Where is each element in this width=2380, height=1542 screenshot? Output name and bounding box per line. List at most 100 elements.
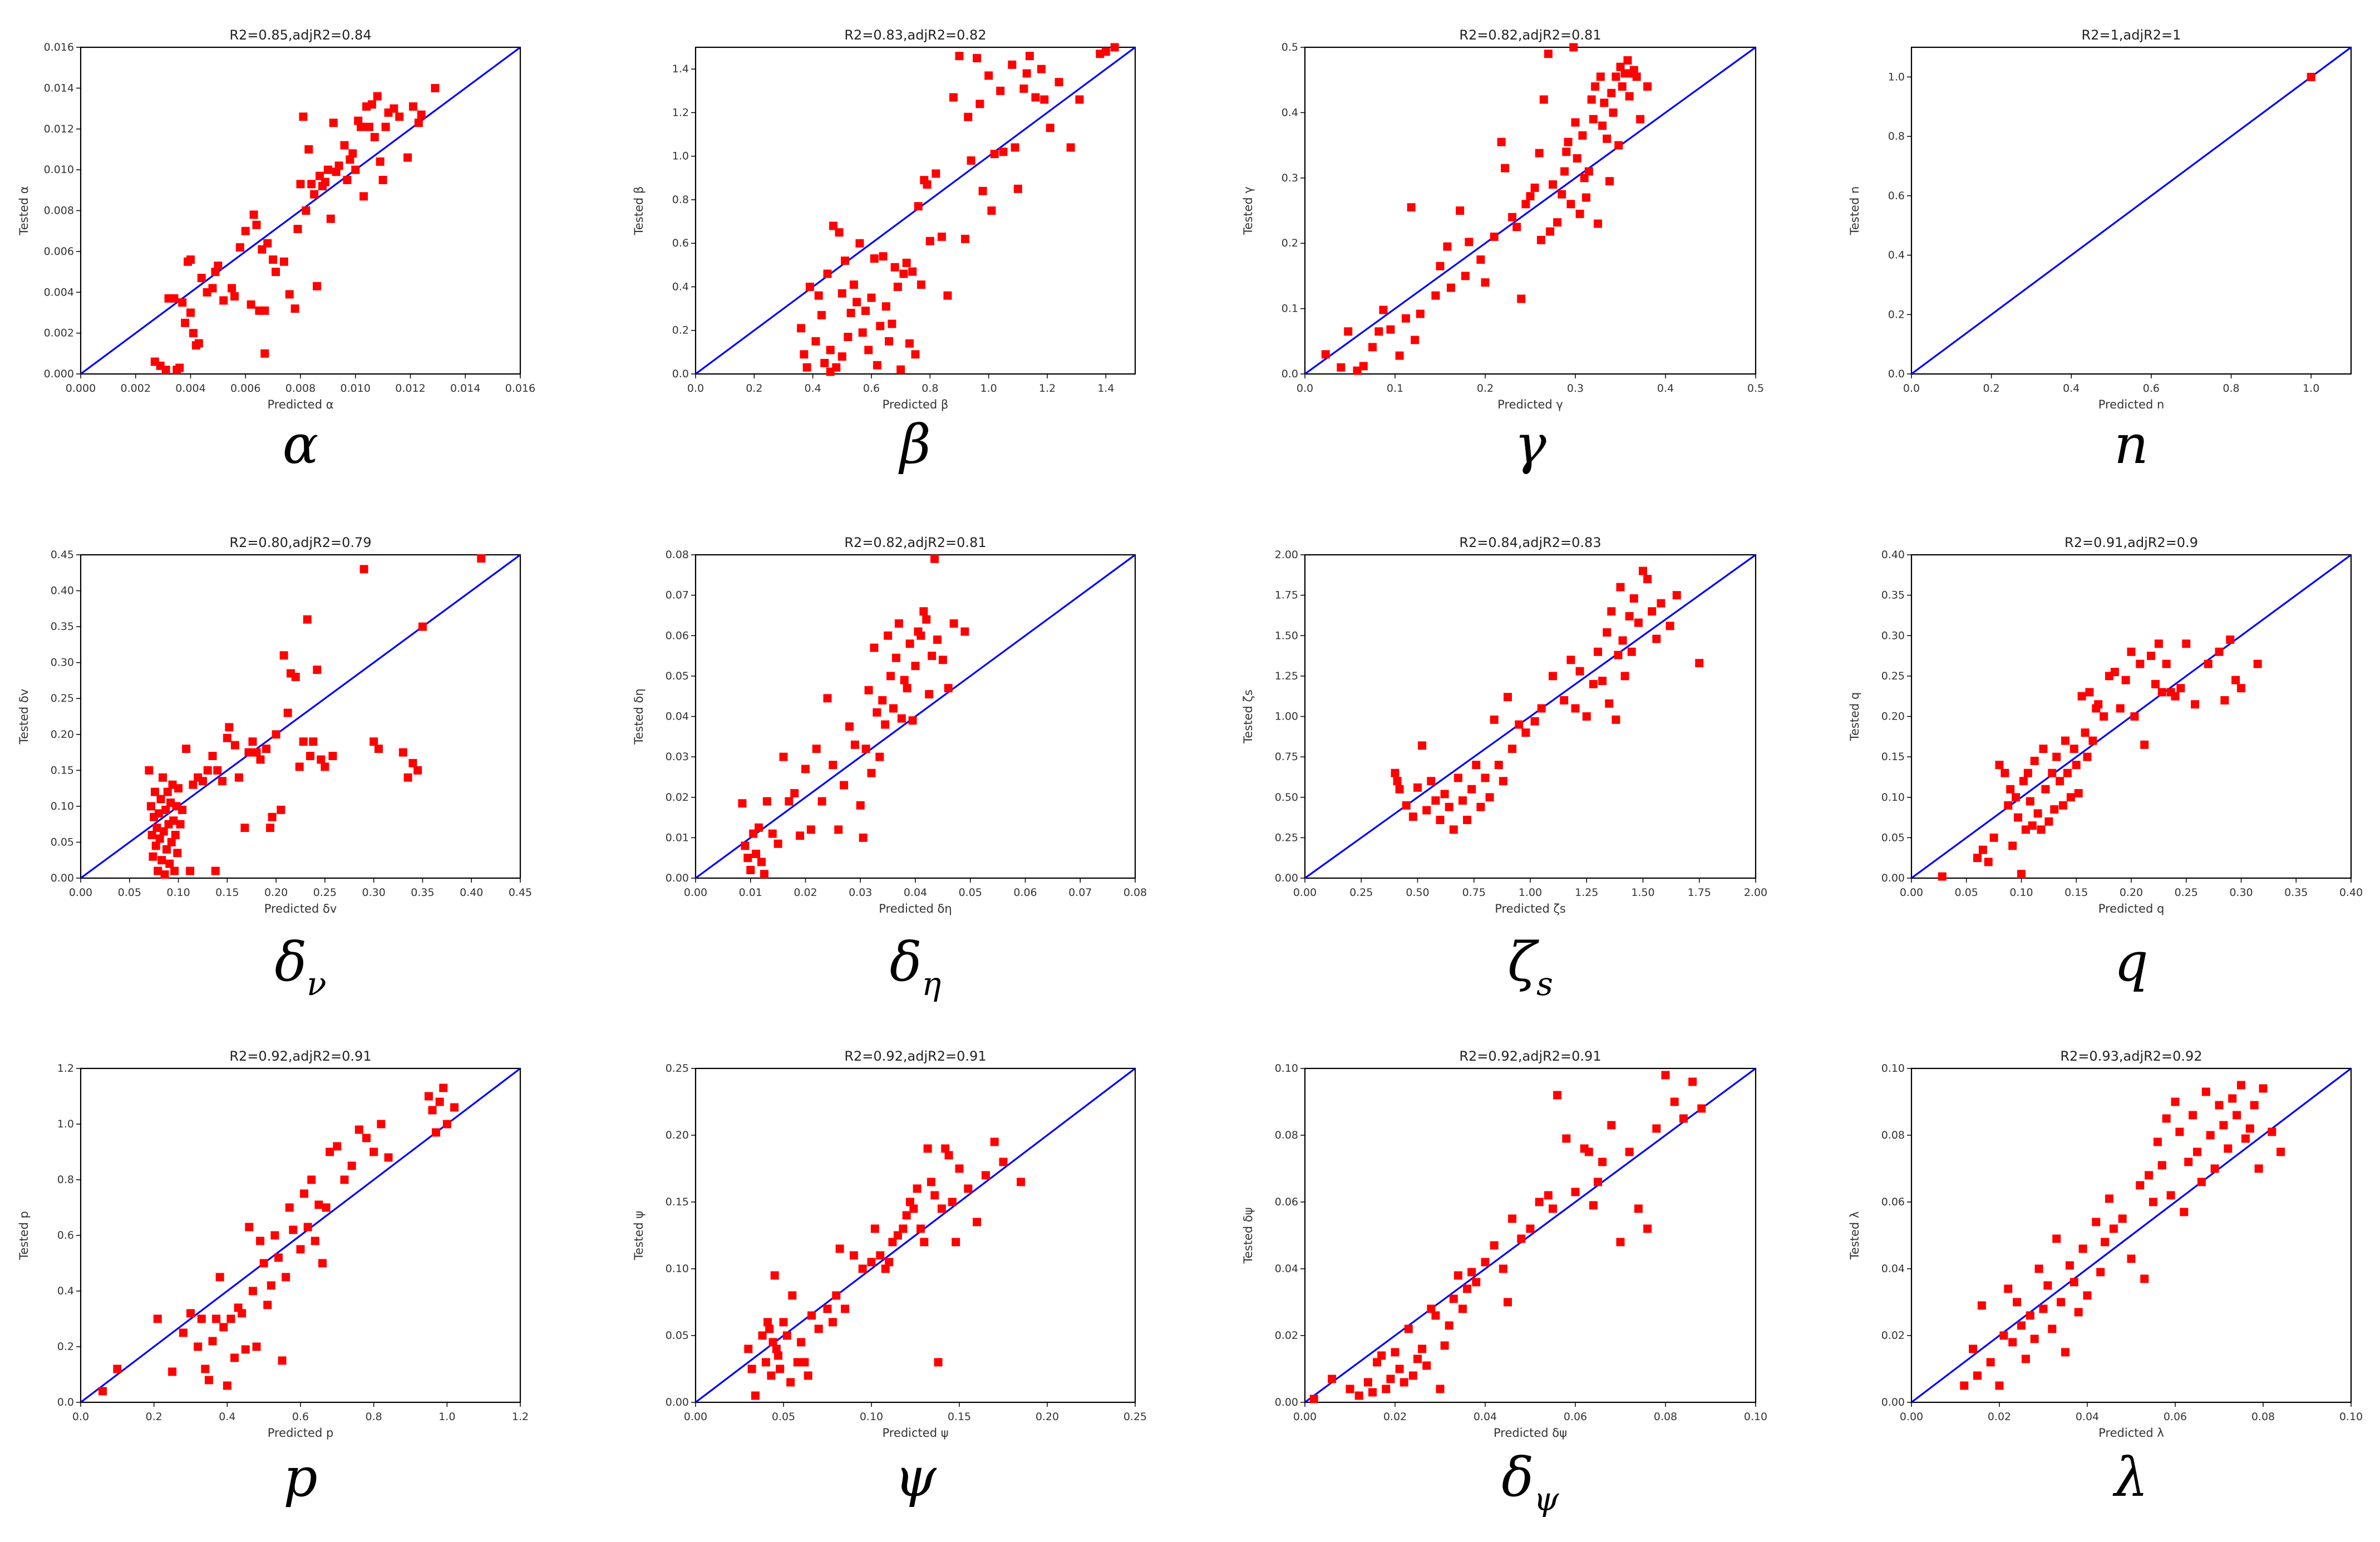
data-point bbox=[351, 165, 360, 174]
data-point bbox=[2136, 1181, 2145, 1190]
data-point bbox=[2037, 825, 2046, 834]
data-point bbox=[197, 274, 206, 283]
data-point bbox=[881, 720, 890, 729]
data-point bbox=[850, 740, 859, 749]
data-point bbox=[2182, 639, 2191, 648]
x-tick-label: 1.50 bbox=[1631, 886, 1654, 899]
y-tick-label: 0.6 bbox=[1888, 190, 1905, 202]
x-tick-label: 0.01 bbox=[739, 886, 762, 899]
chart-title: R2=0.82,adjR2=0.81 bbox=[1459, 27, 1601, 43]
data-point bbox=[175, 363, 184, 372]
data-point bbox=[450, 1103, 459, 1112]
data-point bbox=[376, 157, 385, 166]
data-point bbox=[194, 339, 203, 348]
x-tick-label: 0.02 bbox=[1988, 1411, 2011, 1423]
x-tick-label: 0.2 bbox=[146, 1411, 162, 1423]
data-point bbox=[2004, 801, 2013, 810]
data-point bbox=[1553, 218, 1562, 227]
x-tick-label: 0.04 bbox=[904, 886, 927, 899]
data-point bbox=[1408, 1371, 1417, 1380]
data-point bbox=[786, 1378, 795, 1387]
y-tick-label: 0.04 bbox=[666, 711, 689, 723]
data-point bbox=[973, 54, 982, 63]
data-point bbox=[2140, 1274, 2149, 1283]
data-point bbox=[359, 192, 368, 201]
data-point bbox=[1472, 1278, 1481, 1287]
data-point bbox=[987, 206, 996, 215]
data-point bbox=[879, 252, 888, 261]
data-point bbox=[2021, 1354, 2030, 1363]
data-point bbox=[2228, 1094, 2237, 1103]
data-point bbox=[2013, 1298, 2022, 1307]
data-point bbox=[152, 824, 161, 832]
data-point bbox=[1481, 278, 1490, 287]
x-tick-label: 1.2 bbox=[512, 1411, 529, 1423]
data-point bbox=[856, 801, 865, 810]
data-point bbox=[203, 766, 212, 775]
data-point bbox=[2215, 1101, 2224, 1110]
data-point bbox=[881, 302, 890, 311]
chart-title: R2=1,adjR2=1 bbox=[2082, 27, 2181, 43]
data-point bbox=[2039, 1304, 2048, 1313]
data-point bbox=[1359, 362, 1368, 371]
data-point bbox=[189, 329, 198, 338]
data-point bbox=[413, 766, 422, 775]
y-tick-label: 0.00 bbox=[666, 872, 689, 884]
data-point bbox=[999, 1157, 1008, 1166]
chart-title: R2=0.92,adjR2=0.91 bbox=[229, 1048, 371, 1064]
data-point bbox=[249, 210, 258, 219]
data-point bbox=[1022, 69, 1031, 78]
data-point bbox=[1558, 190, 1566, 199]
data-point bbox=[1445, 802, 1453, 811]
y-tick-label: 0.45 bbox=[51, 549, 74, 561]
y-tick-label: 0.4 bbox=[1888, 249, 1905, 262]
data-point bbox=[2077, 692, 2086, 701]
data-point bbox=[1508, 745, 1517, 753]
data-point bbox=[864, 346, 873, 354]
data-point bbox=[417, 110, 426, 119]
data-point bbox=[2092, 1218, 2101, 1226]
x-tick-label: 0.20 bbox=[2120, 886, 2143, 899]
data-point bbox=[1544, 50, 1553, 58]
data-point bbox=[1404, 1324, 1413, 1333]
data-point bbox=[743, 854, 752, 863]
data-point bbox=[996, 86, 1005, 95]
data-point bbox=[2127, 647, 2136, 656]
panel-caption: q bbox=[2114, 931, 2148, 993]
x-tick-label: 0.5 bbox=[1747, 382, 1764, 395]
data-point bbox=[1055, 78, 1063, 87]
data-point bbox=[1564, 137, 1573, 146]
data-point bbox=[1634, 618, 1643, 627]
panel-caption: ζs bbox=[1507, 931, 1553, 1003]
data-point bbox=[2050, 805, 2059, 814]
data-point bbox=[999, 147, 1008, 156]
data-point bbox=[797, 1338, 806, 1347]
data-point bbox=[1625, 1147, 1634, 1156]
data-point bbox=[1499, 1264, 1507, 1273]
x-tick-label: 0.10 bbox=[2339, 1411, 2363, 1423]
data-point bbox=[343, 175, 352, 184]
data-point bbox=[2121, 676, 2130, 684]
data-point bbox=[938, 656, 947, 664]
data-point bbox=[282, 1273, 290, 1282]
data-point bbox=[225, 723, 234, 732]
data-point bbox=[259, 1259, 268, 1268]
data-point bbox=[873, 361, 882, 370]
data-point bbox=[197, 1314, 206, 1323]
y-tick-label: 0.5 bbox=[1282, 41, 1298, 53]
x-axis-label: Predicted n bbox=[2098, 398, 2165, 411]
data-point bbox=[247, 300, 255, 309]
y-tick-label: 0.0 bbox=[57, 1396, 74, 1408]
data-point bbox=[1427, 777, 1436, 786]
data-point bbox=[291, 672, 300, 681]
data-point bbox=[1467, 1268, 1476, 1277]
data-point bbox=[334, 161, 343, 170]
panel-caption: δη bbox=[890, 931, 942, 1003]
y-tick-label: 0.2 bbox=[672, 324, 689, 337]
x-tick-label: 0.05 bbox=[772, 1411, 795, 1423]
data-point bbox=[1969, 1344, 1978, 1353]
data-point bbox=[975, 100, 984, 109]
data-point bbox=[914, 202, 923, 211]
data-point bbox=[1995, 1381, 2004, 1390]
y-tick-label: 0.012 bbox=[44, 123, 74, 135]
